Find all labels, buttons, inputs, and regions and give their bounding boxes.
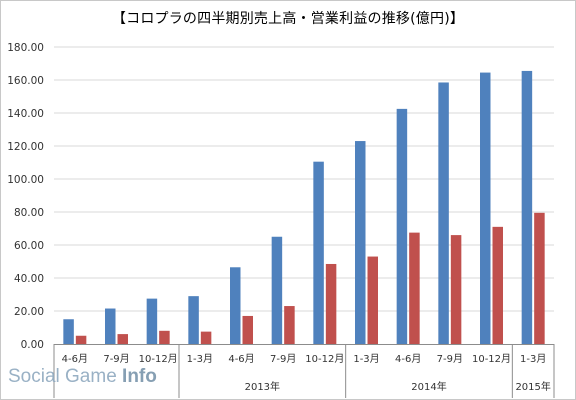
watermark-text: Social Game [8,366,123,387]
y-tick-label: 40.00 [14,273,44,285]
bar-series-1 [63,319,74,344]
year-label: 2015年 [515,380,550,393]
y-tick-label: 140.00 [7,108,44,120]
bar-series-1 [355,141,366,344]
year-label: 2013年 [245,380,280,393]
x-tick-label: 10-12月 [139,353,178,365]
bar-series-1 [521,70,533,345]
bar-series-1 [188,296,199,344]
x-tick-label: 1-3月 [187,353,213,365]
x-tick-label: 10-12月 [305,353,344,365]
bar-series-1 [105,308,116,344]
y-tick-label: 80.00 [14,207,44,219]
bar-series-2 [75,335,87,344]
y-tick-label: 20.00 [14,306,44,318]
watermark-logo: Social Game Info [8,366,157,388]
watermark-bold-text: Info [122,366,157,387]
bar-series-1 [230,267,241,344]
bar-series-1 [438,82,449,344]
bar-series-2 [534,212,545,344]
y-tick-label: 100.00 [7,174,44,186]
x-tick-label: 4-6月 [228,353,254,365]
y-tick-label: 0.00 [21,339,44,351]
bar-series-2 [159,330,170,344]
bar-series-2 [367,256,378,344]
x-tick-label: 7-9月 [103,353,129,365]
bar-series-1 [146,298,158,344]
y-tick-label: 180.00 [7,42,44,54]
bar-series-2 [450,235,462,344]
chart-title: 【コロプラの四半期別売上高・営業利益の推移(億円)】 [111,11,465,27]
x-tick-label: 10-12月 [472,353,511,365]
bar-series-2 [242,315,253,344]
x-tick-label: 4-6月 [395,353,421,365]
bar-series-2 [117,334,128,344]
bar-series-2 [200,331,212,344]
y-tick-label: 120.00 [7,141,44,153]
bar-series-1 [271,236,283,344]
bar-series-2 [492,226,503,344]
y-tick-label: 60.00 [14,240,44,252]
bar-series-2 [325,263,337,344]
bar-series-1 [480,72,491,344]
year-label: 2014年 [411,380,446,393]
x-tick-label: 1-3月 [520,353,546,365]
bar-series-1 [396,108,408,344]
x-tick-label: 7-9月 [270,353,296,365]
y-tick-label: 160.00 [7,75,44,87]
x-tick-label: 4-6月 [62,353,88,365]
bar-series-2 [409,232,420,344]
x-tick-label: 1-3月 [353,353,379,365]
x-tick-label: 7-9月 [437,353,463,365]
bar-series-2 [284,306,295,344]
bar-series-1 [313,161,324,344]
